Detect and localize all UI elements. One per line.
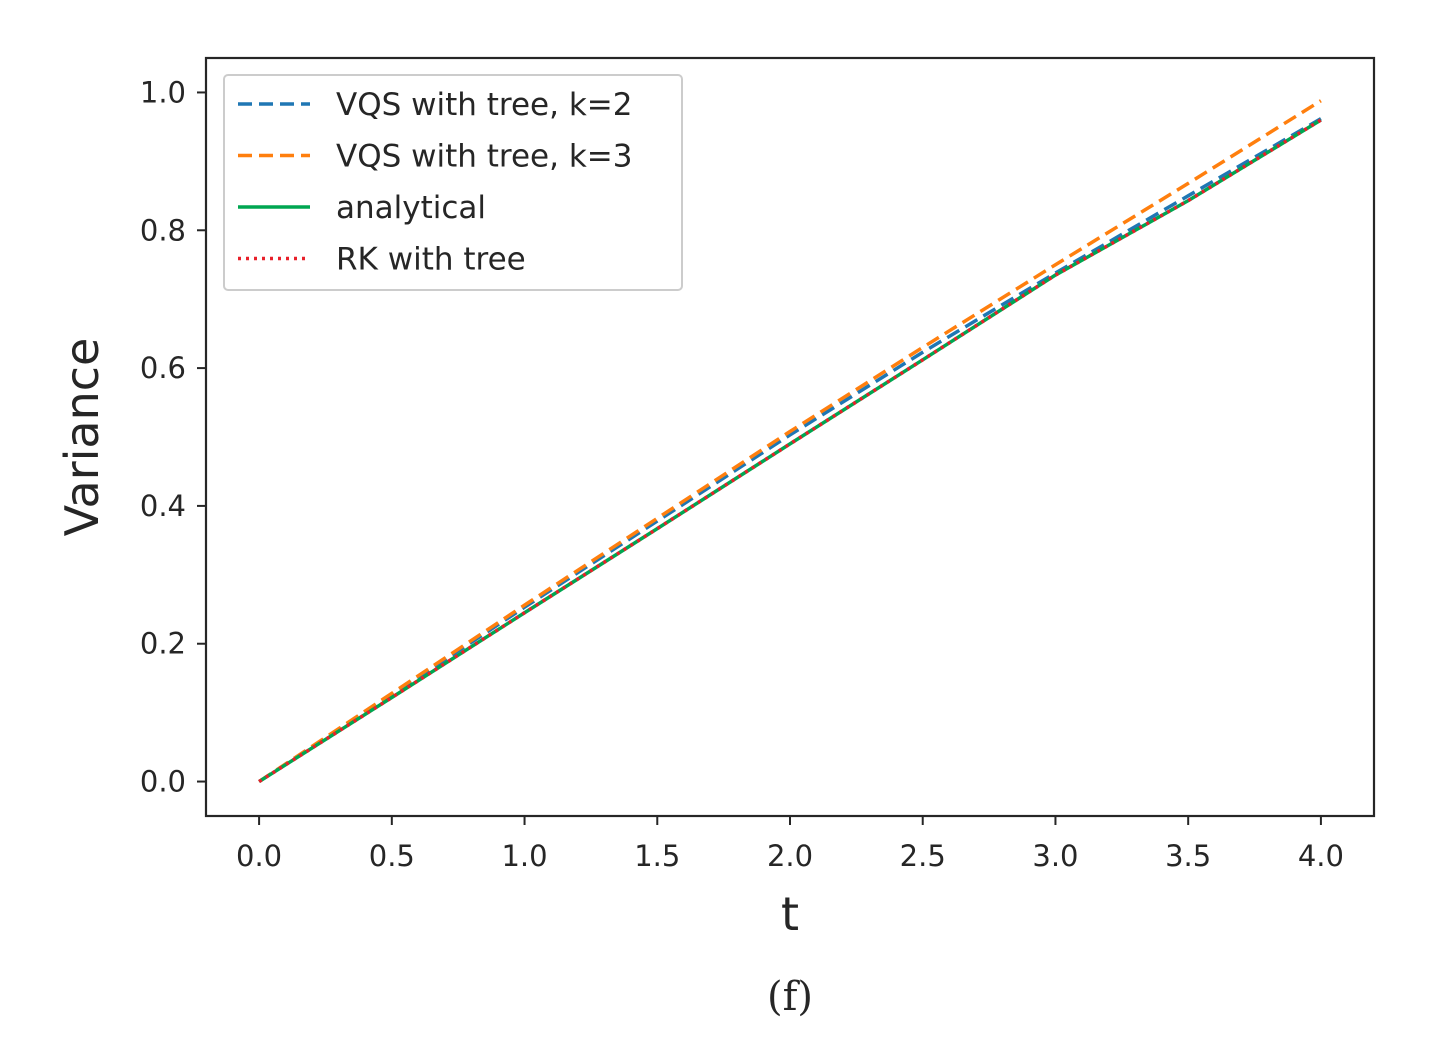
x-tick-label: 0.5 bbox=[369, 839, 415, 873]
y-tick-label: 0.0 bbox=[140, 765, 186, 799]
x-axis-ticks: 0.0 0.5 1.0 1.5 2.0 2.5 3.0 3.5 4.0 bbox=[236, 816, 1344, 873]
x-tick-label: 1.5 bbox=[634, 839, 680, 873]
legend-label-4: RK with tree bbox=[336, 242, 526, 278]
x-tick-label: 4.0 bbox=[1298, 839, 1344, 873]
x-tick-label: 0.0 bbox=[236, 839, 282, 873]
x-tick-label: 3.0 bbox=[1032, 839, 1078, 873]
x-tick-label: 3.5 bbox=[1165, 839, 1211, 873]
legend-box bbox=[223, 74, 683, 291]
x-tick-label: 2.5 bbox=[900, 839, 946, 873]
x-tick-label: 2.0 bbox=[767, 839, 813, 873]
plot-area: 0.0 0.5 1.0 1.5 2.0 2.5 3.0 3.5 4.0 0.0 0.2 0.4 0.6… bbox=[140, 56, 1376, 873]
legend-label-1: VQS with tree, k=2 bbox=[336, 87, 632, 123]
legend: VQS with tree, k=2 VQS with tree, k=3 anal… bbox=[223, 74, 683, 291]
y-tick-label: 1.0 bbox=[140, 75, 186, 109]
series-line-2 bbox=[258, 99, 1322, 784]
series-line-4 bbox=[258, 118, 1322, 784]
y-axis-title: Variance bbox=[55, 338, 109, 537]
y-tick-label: 0.8 bbox=[140, 213, 186, 247]
y-tick-label: 0.6 bbox=[140, 351, 186, 385]
legend-label-3: analytical bbox=[336, 190, 486, 226]
y-axis-ticks: 0.0 0.2 0.4 0.6 0.8 1.0 bbox=[140, 75, 206, 799]
figure-caption: (f) bbox=[767, 974, 813, 1020]
axes-frame bbox=[204, 56, 1376, 818]
data-series bbox=[258, 99, 1322, 784]
x-tick-label: 1.0 bbox=[501, 839, 547, 873]
legend-label-2: VQS with tree, k=3 bbox=[336, 139, 632, 175]
y-tick-label: 0.2 bbox=[140, 627, 186, 661]
x-axis-title: t bbox=[781, 887, 799, 941]
y-tick-label: 0.4 bbox=[140, 489, 186, 523]
